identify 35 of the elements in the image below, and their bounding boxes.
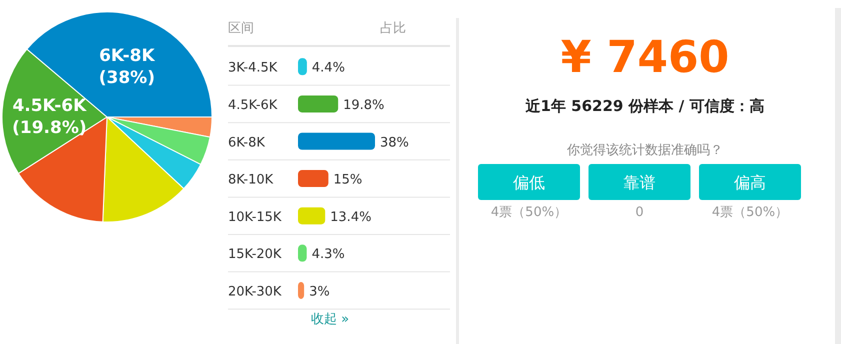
slice-label: 4.5K-6K — [12, 96, 88, 116]
bar — [298, 207, 326, 224]
data-label: 19.8% — [343, 98, 384, 113]
y-tick-label: 3K-4.5K — [228, 60, 278, 76]
y-tick-label: 10K-15K — [228, 210, 282, 225]
y-tick-label: 8K-10K — [228, 172, 274, 188]
bar — [298, 132, 375, 150]
data-label: 13.4% — [330, 210, 372, 225]
bar — [298, 58, 307, 76]
data-label: 4.3% — [312, 247, 345, 262]
y-axis-title: 区间 — [228, 21, 254, 36]
data-label: 3% — [309, 284, 330, 300]
bar — [298, 95, 338, 112]
slice-label: 6K-8K — [99, 46, 156, 66]
y-tick-label: 4.5K-6K — [228, 98, 278, 113]
text: 占比 — [380, 21, 406, 36]
text: 近1年 56229 份样本 / 可信度：高 — [524, 97, 764, 115]
y-tick-label: 20K-30K — [228, 284, 282, 300]
y-tick-label: 6K-8K — [228, 135, 266, 150]
data-label: 15% — [333, 172, 362, 188]
data-label: (38%) — [98, 68, 155, 88]
text: 0 — [635, 205, 644, 220]
category-label: 靠谱 — [624, 173, 656, 192]
bar — [298, 170, 328, 188]
data-label: 38% — [380, 135, 409, 150]
text: 4票（50%） — [490, 205, 568, 220]
text: ¥ 7460 — [560, 32, 730, 83]
text: 收起 » — [310, 312, 350, 327]
y-tick-label: 15K-20K — [228, 247, 282, 262]
data-label: 4.4% — [312, 60, 345, 76]
category-label: 偏低 — [513, 173, 545, 192]
text: 你觉得该统计数据准确吗？ — [566, 142, 723, 158]
data-label: (19.8%) — [12, 118, 87, 138]
category-label: 偏高 — [734, 173, 766, 192]
text: 4票（50%） — [712, 205, 788, 220]
